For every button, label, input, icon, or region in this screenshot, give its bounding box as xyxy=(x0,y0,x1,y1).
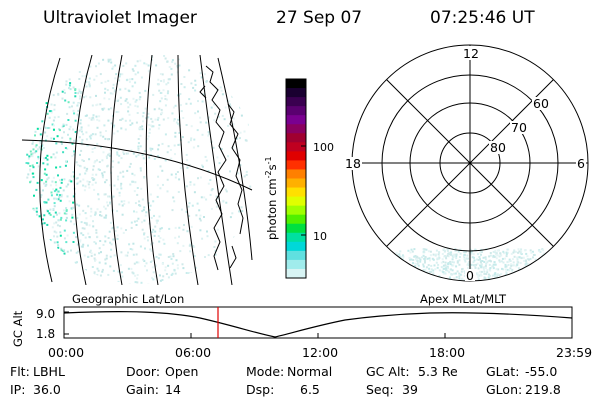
flt-value: LBHL xyxy=(33,364,65,379)
colorbar-band xyxy=(286,196,306,207)
colorbar-band xyxy=(286,178,306,189)
ip-label: IP: xyxy=(10,382,26,397)
colorbar-band xyxy=(286,106,306,116)
polar-mlat-mlt-plot: 12 18 6 0 60 70 80 xyxy=(344,44,589,283)
uv-emission-speckle xyxy=(25,55,252,284)
x-tick-label-0000: 00:00 xyxy=(48,345,84,360)
colorbar-band xyxy=(286,187,306,198)
color-scale-bar: 100 10 photon cm-2s-1 xyxy=(264,78,334,279)
flt-label: Flt: xyxy=(10,364,30,379)
gc-alt-value: 5.3 Re xyxy=(418,364,458,379)
x-tick-label-1200: 12:00 xyxy=(302,345,338,360)
orbit-altitude-timeline: Geographic Lat/Lon Apex MLat/MLT GC Alt … xyxy=(11,292,592,360)
mlt-label-12: 12 xyxy=(463,46,479,61)
x-tick-label-0600: 06:00 xyxy=(175,345,211,360)
colorbar-band xyxy=(286,79,306,89)
colorbar-band xyxy=(286,151,306,162)
date-label: 27 Sep 07 xyxy=(276,8,363,28)
gc-alt-label: GC Alt: xyxy=(366,364,410,379)
geographic-image-panel xyxy=(21,55,253,285)
mlat-label-80: 80 xyxy=(490,140,506,155)
colorbar-band xyxy=(286,205,306,216)
y-tick-label-1.8: 1.8 xyxy=(36,327,55,341)
colorbar-band xyxy=(286,232,306,243)
glat-value: -55.0 xyxy=(525,364,558,379)
colorbar-band xyxy=(286,268,306,279)
timeline-ticks xyxy=(63,311,573,338)
coastline-outline xyxy=(199,65,244,271)
colorbar-band xyxy=(286,160,306,171)
seq-value: 39 xyxy=(402,382,418,397)
time-label: 07:25:46 UT xyxy=(430,8,535,28)
colorbar-band xyxy=(286,142,306,152)
gc-alt-axis-title: GC Alt xyxy=(11,310,25,347)
glon-label: GLon: xyxy=(486,382,523,397)
glat-label: GLat: xyxy=(486,364,520,379)
colorbar-band xyxy=(286,133,306,143)
ip-value: 36.0 xyxy=(33,382,61,397)
colorbar-band xyxy=(286,97,306,107)
apex-mlat-mlt-caption: Apex MLat/MLT xyxy=(420,292,507,306)
x-tick-label-2359: 23:59 xyxy=(556,345,592,360)
glon-value: 219.8 xyxy=(525,382,561,397)
geographic-lat-lon-caption: Geographic Lat/Lon xyxy=(72,292,184,306)
x-tick-label-1800: 18:00 xyxy=(429,345,465,360)
mode-label: Mode: xyxy=(246,364,285,379)
mlt-label-0: 0 xyxy=(466,268,474,283)
colorbar-tick-label-100: 100 xyxy=(313,141,334,154)
mlt-label-18: 18 xyxy=(345,156,361,171)
colorbar-band xyxy=(286,124,306,134)
mode-value: Normal xyxy=(287,364,333,379)
colorbar-band xyxy=(286,259,306,270)
mlat-label-70: 70 xyxy=(511,120,527,135)
instrument-title: Ultraviolet Imager xyxy=(43,8,197,28)
seq-label: Seq: xyxy=(366,382,394,397)
altitude-curve xyxy=(63,311,573,338)
door-label: Door: xyxy=(126,364,161,379)
door-value: Open xyxy=(165,364,199,379)
colorbar-band xyxy=(286,214,306,225)
longitude-grid-lines xyxy=(39,55,253,285)
colorbar-band xyxy=(286,115,306,125)
colorbar-unit-label: photon cm-2s-1 xyxy=(264,156,279,240)
colorbar-band xyxy=(286,250,306,261)
colorbar-band xyxy=(286,169,306,180)
y-tick-label-9.0: 9.0 xyxy=(36,307,55,321)
dsp-value: 6.5 xyxy=(300,382,320,397)
polar-diagonal-2 xyxy=(386,79,554,247)
colorbar-band xyxy=(286,241,306,252)
colorbar-tick-label-10: 10 xyxy=(313,230,327,243)
gain-label: Gain: xyxy=(126,382,159,397)
gain-value: 14 xyxy=(165,382,181,397)
latitude-grid-lines xyxy=(21,139,253,191)
dsp-label: Dsp: xyxy=(246,382,275,397)
mlt-label-6: 6 xyxy=(577,156,585,171)
mlat-label-60: 60 xyxy=(533,96,549,111)
colorbar-band xyxy=(286,88,306,98)
colorbar-band xyxy=(286,223,306,234)
